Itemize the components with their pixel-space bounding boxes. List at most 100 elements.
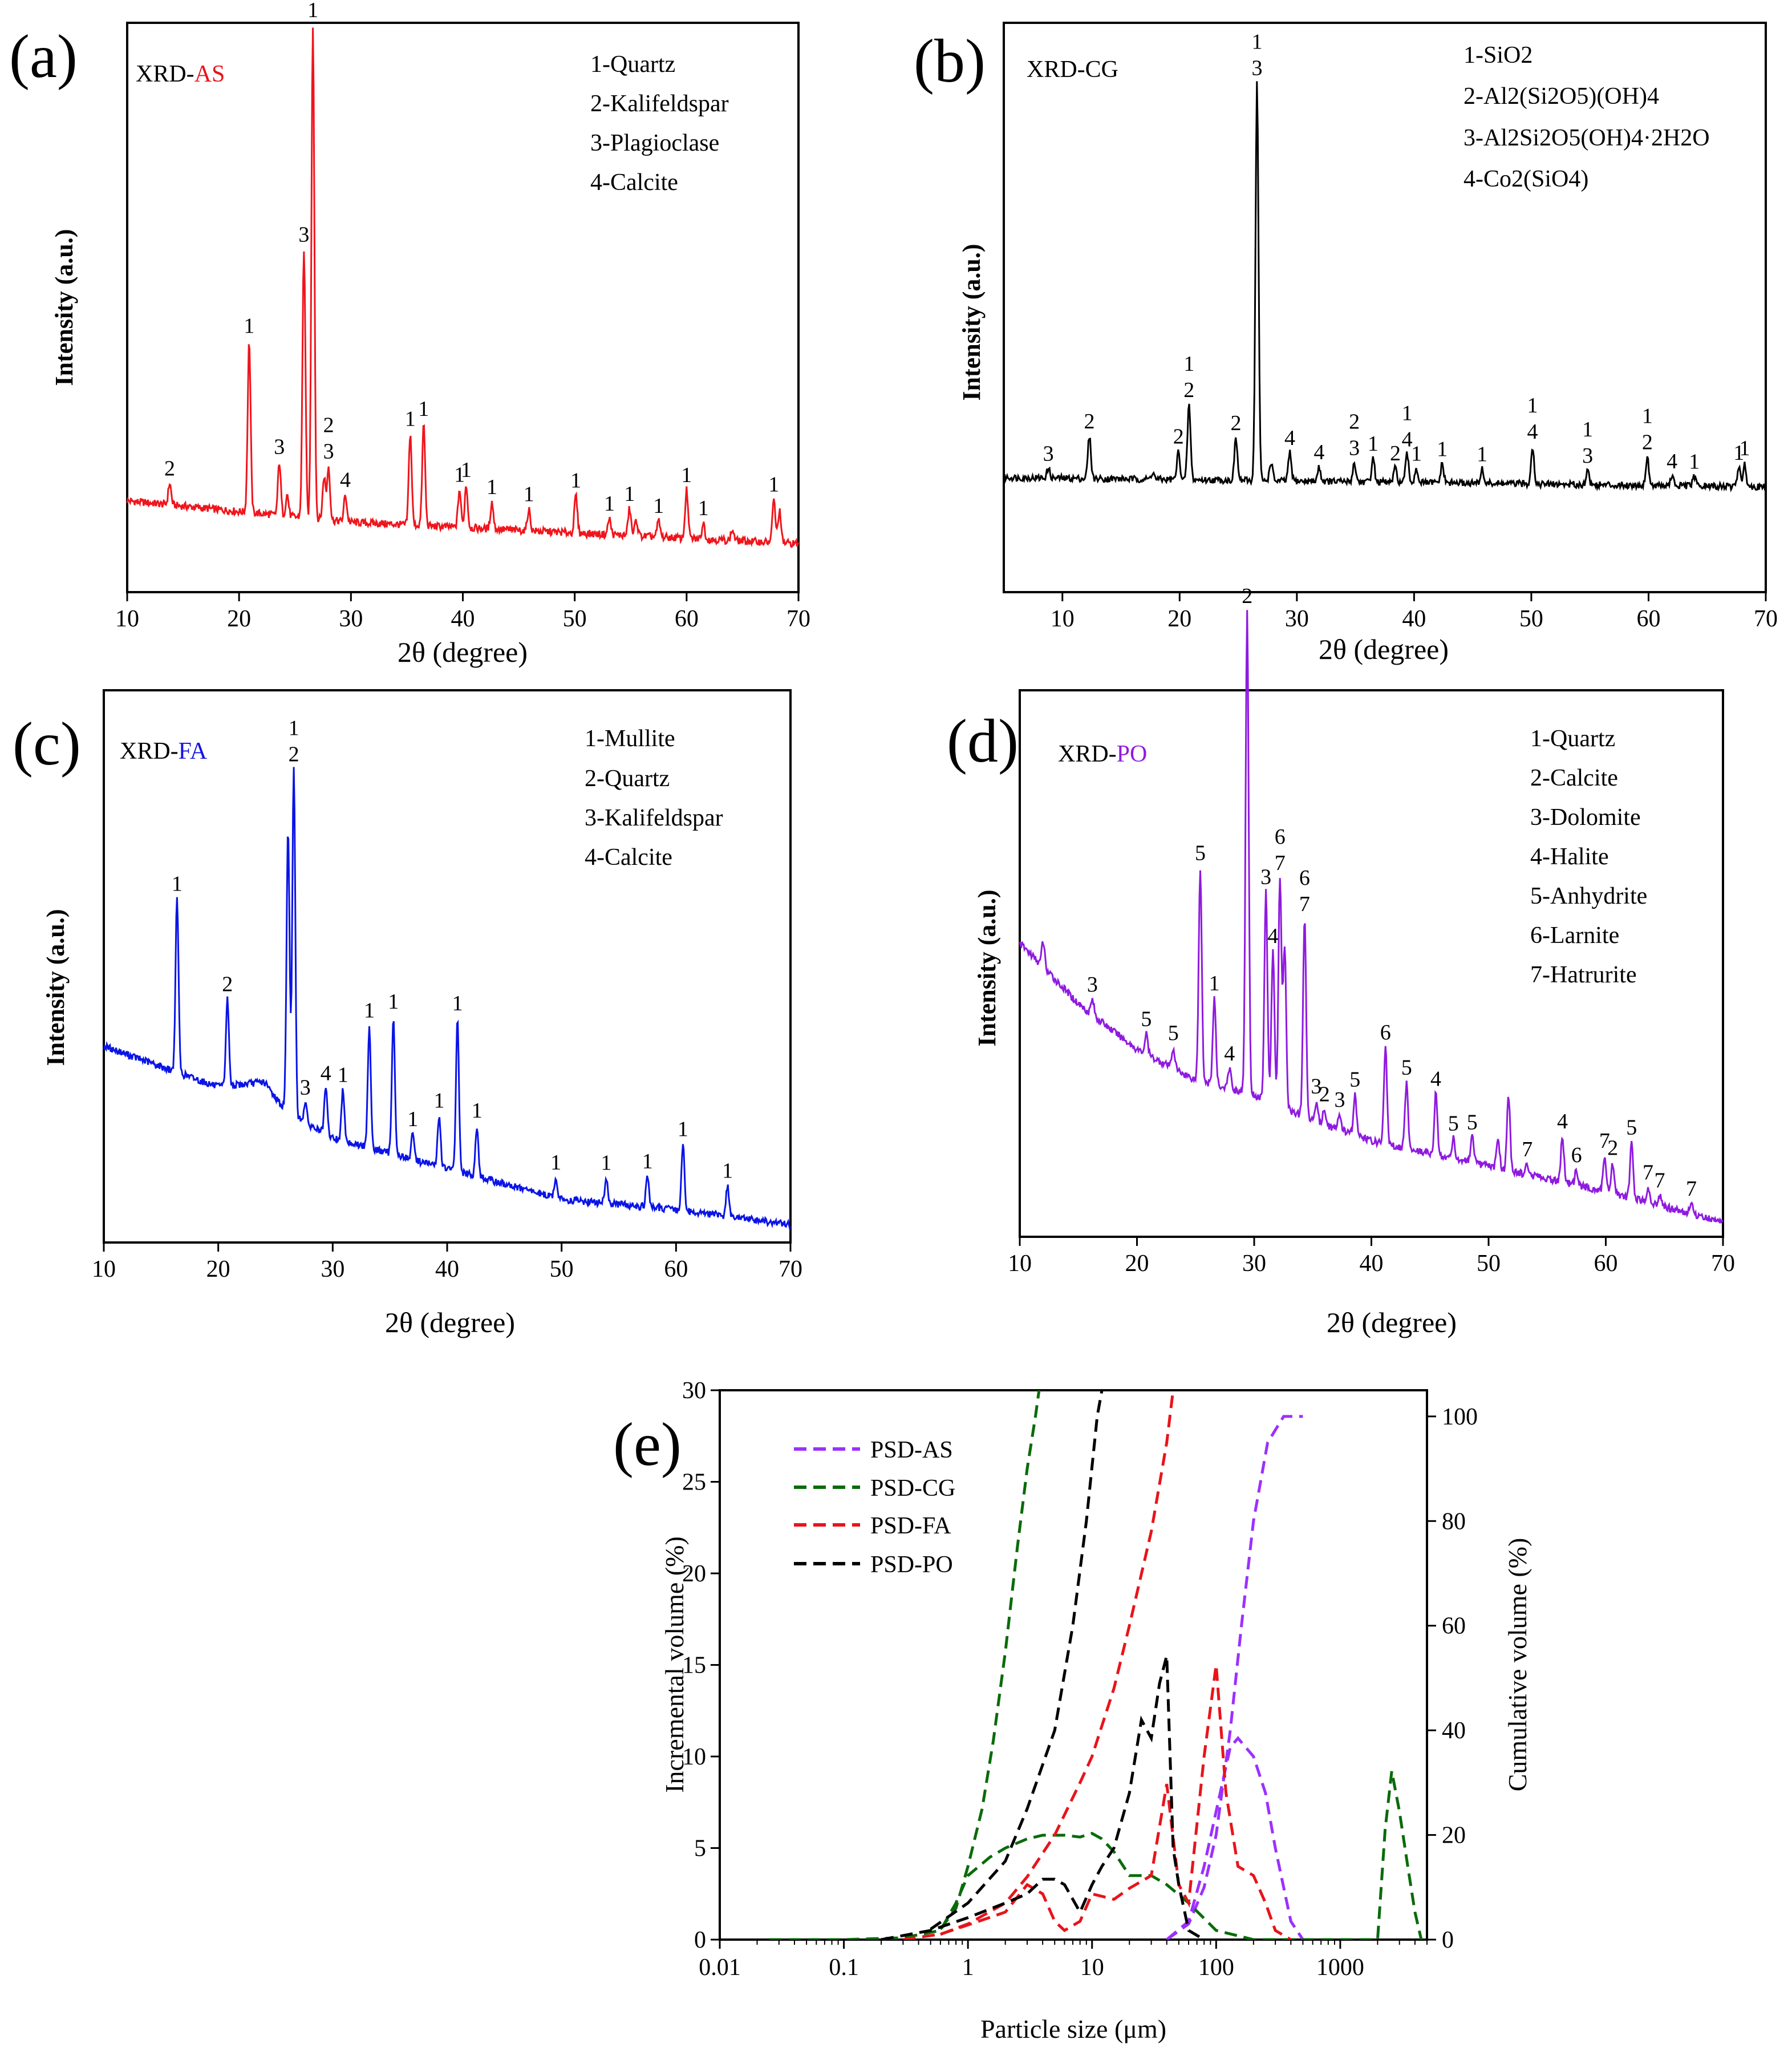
- panel-d-ylabel: Intensity (a.u.): [973, 889, 1001, 1046]
- legend-entry: 4-Calcite: [585, 844, 672, 871]
- peak-label: 2: [1084, 410, 1095, 434]
- peak-label: 7: [1522, 1138, 1532, 1161]
- peak-label: 1: [642, 1150, 653, 1173]
- panel-b-label: (b): [914, 27, 986, 95]
- peak-label: 3: [1335, 1088, 1345, 1112]
- panel-b-frame: [1003, 22, 1767, 593]
- psd-incremental-line-0: [1166, 1736, 1304, 1940]
- peak-label: 1: [1477, 443, 1487, 467]
- x-tick-label: 40: [435, 1256, 459, 1282]
- legend-entry: 1-Mullite: [585, 726, 675, 752]
- panel-c-xlabel: 2θ (degree): [385, 1306, 515, 1338]
- x-tick-label: 20: [206, 1256, 230, 1282]
- legend-entry: 6-Larnite: [1530, 922, 1619, 949]
- peak-label: 1: [1582, 418, 1593, 442]
- y-tick-label-right: 80: [1442, 1508, 1466, 1535]
- x-tick-label: 60: [1636, 606, 1660, 632]
- x-tick-label: 30: [321, 1256, 344, 1282]
- peak-label: 1: [681, 463, 692, 487]
- peak-label: 4: [1402, 428, 1413, 452]
- y-tick-label-right: 100: [1442, 1404, 1478, 1430]
- peak-label: 6: [1571, 1143, 1582, 1167]
- peak-label: 1: [418, 397, 429, 421]
- panel-c-title: XRD-FA: [120, 738, 208, 764]
- peak-label: 1: [244, 314, 254, 338]
- panel-c-title-prefix: XRD-: [120, 738, 179, 764]
- panel-a-ylabel: Intensity (a.u.): [50, 229, 78, 386]
- peak-label: 1: [1733, 441, 1744, 465]
- peak-label: 1: [1437, 438, 1448, 462]
- peak-label: 1: [307, 0, 318, 22]
- peak-label: 1: [624, 482, 635, 506]
- legend-entry: 3-Plagioclase: [590, 130, 719, 156]
- peak-label: 1: [1209, 972, 1220, 995]
- psd-cumulative-line-1: [939, 1390, 1041, 1930]
- panel-b-legend: 1-SiO2 2-Al2(Si2O5)(OH)4 3-Al2Si2O5(OH)4…: [1463, 42, 1710, 192]
- xrd-trace-a: [126, 27, 800, 548]
- legend-entry: 2-Al2(Si2O5)(OH)4: [1463, 83, 1659, 110]
- panel-e-ylabel-right: Cumulative volume (%): [1503, 1538, 1532, 1792]
- peak-label: 3: [274, 435, 285, 459]
- peak-label: 1: [289, 716, 299, 740]
- x-tick-label: 30: [339, 606, 363, 632]
- psd-cumulative-line-0: [1166, 1415, 1303, 1940]
- panel-c-title-suffix: FA: [179, 738, 208, 764]
- x-tick-label: 0.01: [699, 1954, 741, 1981]
- peak-label: 1: [388, 990, 399, 1014]
- panel-e-xlabel: Particle size (μm): [980, 2014, 1166, 2043]
- x-tick-label: 70: [786, 606, 810, 632]
- x-tick-label: 50: [1519, 606, 1543, 632]
- x-tick-label: 50: [1477, 1250, 1501, 1277]
- peak-label: 1: [768, 473, 779, 497]
- panel-a-title-suffix: AS: [194, 61, 225, 87]
- panel-c-ylabel: Intensity (a.u.): [42, 909, 70, 1066]
- peak-label: 1: [1402, 402, 1413, 426]
- panel-d-xlabel: 2θ (degree): [1327, 1306, 1457, 1338]
- peak-label: 1: [1368, 432, 1379, 456]
- panel-e-legend: PSD-AS PSD-CG PSD-FA PSD-PO: [794, 1437, 955, 1578]
- peak-label: 1: [524, 483, 534, 507]
- peak-label: 3: [1252, 56, 1263, 80]
- x-tick-label: 50: [563, 606, 587, 632]
- panel-c-legend: 1-Mullite 2-Quartz 3-Kalifeldspar 4-Calc…: [585, 726, 723, 871]
- peak-label: 1: [405, 407, 416, 431]
- peak-label: 5: [1349, 1068, 1360, 1092]
- peak-label: 1: [604, 492, 615, 516]
- y-tick-label-right: 60: [1442, 1613, 1466, 1640]
- psd-incremental-line-2: [903, 1665, 1292, 1940]
- peak-label: 1: [698, 496, 709, 520]
- peak-label: 5: [1467, 1111, 1478, 1135]
- legend-entry: PSD-CG: [870, 1475, 955, 1501]
- panel-b-title-prefix: XRD-: [1027, 56, 1085, 83]
- y-tick-label: 15: [682, 1653, 706, 1679]
- peak-label: 4: [1430, 1067, 1441, 1091]
- peak-label: 2: [1173, 425, 1184, 449]
- peak-label: 5: [1626, 1116, 1637, 1140]
- legend-entry: 3-Dolomite: [1530, 804, 1641, 831]
- y-tick-label-right: 0: [1442, 1927, 1454, 1953]
- panel-e-ylabel: Incremental volume (%): [660, 1536, 689, 1793]
- peak-label: 5: [1401, 1056, 1412, 1080]
- panel-d-title: XRD-PO: [1058, 741, 1147, 767]
- x-tick-label: 70: [779, 1256, 802, 1282]
- peak-label: 2: [323, 414, 334, 438]
- x-tick-label: 60: [675, 606, 699, 632]
- peak-label: 4: [1557, 1110, 1568, 1134]
- peak-label: 7: [1275, 851, 1286, 875]
- peak-label: 1: [1689, 450, 1700, 474]
- peak-label: 1: [472, 1099, 483, 1123]
- x-tick-label: 20: [1167, 606, 1191, 632]
- x-tick-label: 30: [1242, 1250, 1266, 1277]
- legend-entry: 1-Quartz: [1530, 726, 1615, 752]
- panel-d-title-suffix: PO: [1117, 741, 1148, 767]
- x-tick-label: 1000: [1316, 1954, 1364, 1981]
- peak-label: 6: [1299, 866, 1310, 890]
- peak-label: 2: [222, 973, 233, 997]
- peak-label: 4: [1527, 420, 1538, 444]
- x-tick-label: 70: [1711, 1250, 1735, 1277]
